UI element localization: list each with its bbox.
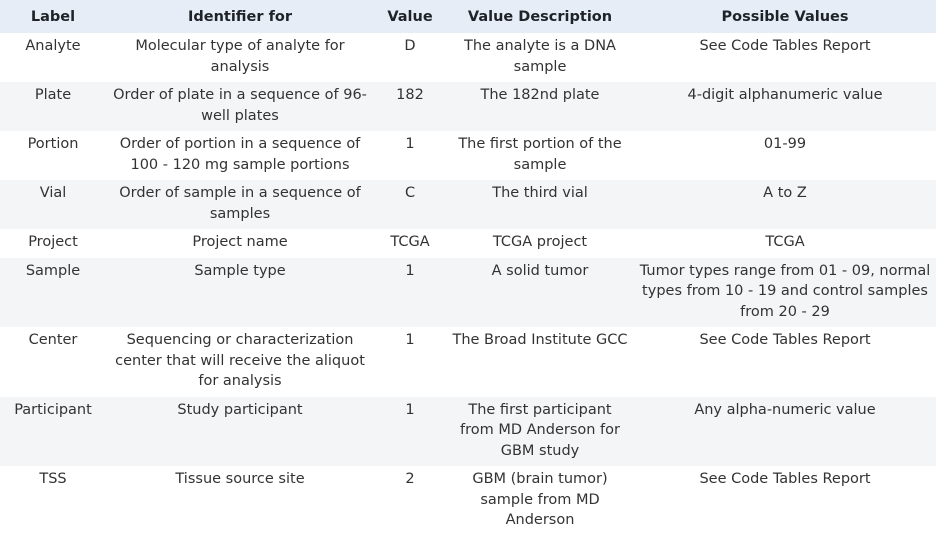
cell-value: 182 bbox=[374, 82, 446, 131]
cell-label: Participant bbox=[0, 396, 106, 466]
header-row: Label Identifier for Value Value Descrip… bbox=[0, 0, 936, 33]
cell-value-description: A solid tumor bbox=[446, 257, 634, 327]
header-label: Label bbox=[0, 0, 106, 33]
cell-value: 1 bbox=[374, 396, 446, 466]
cell-label: Sample bbox=[0, 257, 106, 327]
cell-value-description: The 182nd plate bbox=[446, 82, 634, 131]
cell-value: TCGA bbox=[374, 229, 446, 258]
cell-label: Vial bbox=[0, 180, 106, 229]
cell-identifier-for: Tissue source site bbox=[106, 466, 374, 536]
cell-label: Plate bbox=[0, 82, 106, 131]
cell-possible-values: See Code Tables Report bbox=[634, 33, 936, 82]
table-row: Vial Order of sample in a sequence of sa… bbox=[0, 180, 936, 229]
cell-value-description: The first portion of the sample bbox=[446, 131, 634, 180]
cell-possible-values: Any alpha-numeric value bbox=[634, 396, 936, 466]
header-identifier-for: Identifier for bbox=[106, 0, 374, 33]
cell-value: D bbox=[374, 33, 446, 82]
cell-possible-values: 01-99 bbox=[634, 131, 936, 180]
cell-value-description: The Broad Institute GCC bbox=[446, 327, 634, 397]
cell-identifier-for: Order of portion in a sequence of 100 - … bbox=[106, 131, 374, 180]
cell-identifier-for: Order of plate in a sequence of 96-well … bbox=[106, 82, 374, 131]
cell-identifier-for: Molecular type of analyte for analysis bbox=[106, 33, 374, 82]
cell-label: Analyte bbox=[0, 33, 106, 82]
table-row: Project Project name TCGA TCGA project T… bbox=[0, 229, 936, 258]
cell-value-description: GBM (brain tumor) sample from MD Anderso… bbox=[446, 466, 634, 536]
cell-value-description: TCGA project bbox=[446, 229, 634, 258]
cell-label: Portion bbox=[0, 131, 106, 180]
table-row: Portion Order of portion in a sequence o… bbox=[0, 131, 936, 180]
cell-value: 1 bbox=[374, 327, 446, 397]
header-value: Value bbox=[374, 0, 446, 33]
cell-identifier-for: Sample type bbox=[106, 257, 374, 327]
cell-identifier-for: Project name bbox=[106, 229, 374, 258]
cell-identifier-for: Study participant bbox=[106, 396, 374, 466]
cell-identifier-for: Sequencing or characterization center th… bbox=[106, 327, 374, 397]
cell-value-description: The third vial bbox=[446, 180, 634, 229]
table-row: Center Sequencing or characterization ce… bbox=[0, 327, 936, 397]
table-row: Plate Order of plate in a sequence of 96… bbox=[0, 82, 936, 131]
cell-possible-values: See Code Tables Report bbox=[634, 327, 936, 397]
cell-possible-values: See Code Tables Report bbox=[634, 466, 936, 536]
cell-value: 2 bbox=[374, 466, 446, 536]
table-row: Participant Study participant 1 The firs… bbox=[0, 396, 936, 466]
table-row: Sample Sample type 1 A solid tumor Tumor… bbox=[0, 257, 936, 327]
table-row: TSS Tissue source site 2 GBM (brain tumo… bbox=[0, 466, 936, 536]
table-body: Analyte Molecular type of analyte for an… bbox=[0, 33, 936, 536]
cell-value-description: The first participant from MD Anderson f… bbox=[446, 396, 634, 466]
header-value-description: Value Description bbox=[446, 0, 634, 33]
cell-value-description: The analyte is a DNA sample bbox=[446, 33, 634, 82]
cell-label: Center bbox=[0, 327, 106, 397]
cell-possible-values: TCGA bbox=[634, 229, 936, 258]
cell-value: 1 bbox=[374, 257, 446, 327]
cell-possible-values: A to Z bbox=[634, 180, 936, 229]
table-row: Analyte Molecular type of analyte for an… bbox=[0, 33, 936, 82]
cell-value: 1 bbox=[374, 131, 446, 180]
cell-identifier-for: Order of sample in a sequence of samples bbox=[106, 180, 374, 229]
cell-possible-values: 4-digit alphanumeric value bbox=[634, 82, 936, 131]
table-header: Label Identifier for Value Value Descrip… bbox=[0, 0, 936, 33]
cell-label: TSS bbox=[0, 466, 106, 536]
cell-value: C bbox=[374, 180, 446, 229]
cell-label: Project bbox=[0, 229, 106, 258]
header-possible-values: Possible Values bbox=[634, 0, 936, 33]
cell-possible-values: Tumor types range from 01 - 09, normal t… bbox=[634, 257, 936, 327]
